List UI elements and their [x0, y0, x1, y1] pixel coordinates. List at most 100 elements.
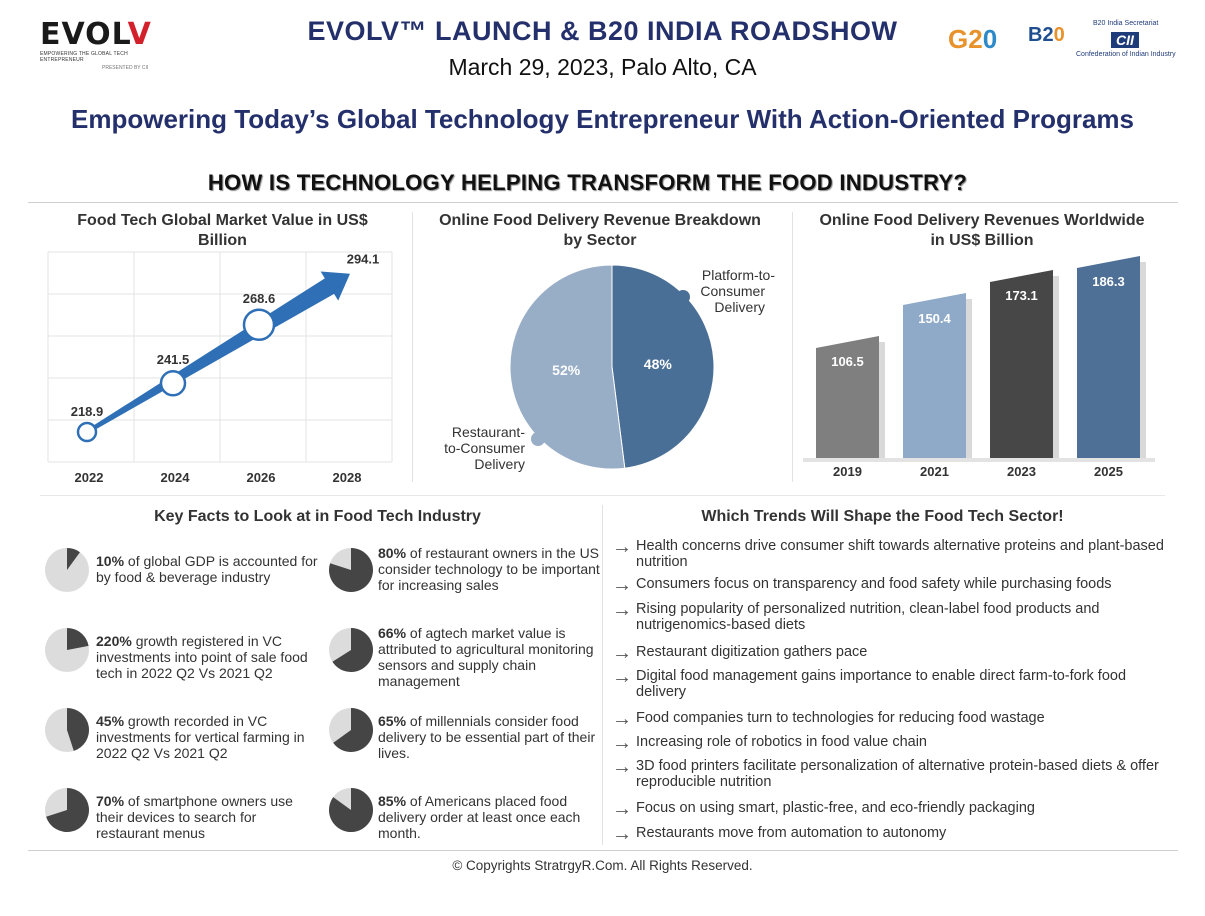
bar-shadow [1053, 276, 1059, 458]
fact-pie-icon [329, 548, 373, 592]
trend-item: → Restaurants move from automation to aut… [612, 823, 1172, 845]
trend-item: → Focus on using smart, plastic-free, and… [612, 798, 1172, 820]
trend-item: → Digital food management gains importanc… [612, 667, 1172, 700]
g20-logo: G20 [948, 24, 998, 54]
fact-item: 80% of restaurant owners in the US consi… [378, 545, 600, 593]
platform-slice-label: Platform-to-Consumer Delivery [700, 267, 775, 315]
cii-secretariat-label: B20 India Secretariat [1093, 20, 1159, 27]
bar-value-2025: 186.3 [1092, 274, 1125, 289]
b20-logo: B20 [1028, 24, 1065, 46]
cii-logo: CII [1111, 32, 1139, 48]
fact-text: growth registered in VC investments into… [96, 633, 308, 681]
fact-pie-icon [45, 788, 89, 832]
trend-text: Increasing role of robotics in food valu… [636, 734, 927, 750]
chart2-title: Online Food Delivery Revenue Breakdown b… [439, 212, 761, 249]
trend-item: → Restaurant digitization gathers pace [612, 642, 1172, 664]
chart1-title: Food Tech Global Market Value in US$ Bil… [77, 212, 368, 249]
arrow-right-icon: → [612, 642, 632, 664]
trend-text: Digital food management gains importance… [636, 668, 1127, 700]
trend-item: → Health concerns drive consumer shift to… [612, 536, 1172, 570]
evolv-logo: EVOLV EMPOWERING THE GLOBAL TECH ENTREPR… [40, 20, 170, 72]
trend-arrow [85, 271, 350, 434]
trend-text: 3D food printers facilitate personalizat… [636, 758, 1159, 790]
fact-highlight: 80% [378, 545, 407, 561]
fact-text: of smartphone owners use their devices t… [96, 793, 293, 841]
divider-bottom [28, 850, 1178, 851]
trend-text: Focus on using smart, plastic-free, and … [636, 800, 1035, 816]
trend-text: Health concerns drive consumer shift tow… [636, 538, 1164, 570]
page-title: EVOLV™ LAUNCH & B20 INDIA ROADSHOW [307, 16, 898, 46]
value-label-2024: 241.5 [157, 352, 190, 367]
trends-title: Which Trends Will Shape the Food Tech Se… [701, 508, 1064, 525]
logo-tagline: EMPOWERING THE GLOBAL TECH ENTREPRENEUR [40, 51, 128, 63]
trend-text: Food companies turn to technologies for … [636, 710, 1045, 726]
event-date-location: March 29, 2023, Palo Alto, CA [448, 54, 757, 80]
pie-percent-label: 52% [552, 362, 581, 378]
arrow-right-icon: → [612, 599, 632, 621]
data-point-2024 [159, 369, 187, 397]
bar-shadow [879, 342, 885, 458]
fact-item: 70% of smartphone owners use their devic… [96, 793, 318, 841]
trend-item: → 3D food printers facilitate personaliza… [612, 756, 1172, 790]
bar-2021 [903, 293, 966, 458]
fact-pie-icon [45, 548, 89, 592]
fact-highlight: 70% [96, 793, 125, 809]
partner-logos: G20 B20 B20 India Secretariat CII Confed… [948, 18, 1178, 68]
x-tick-2022: 2022 [75, 470, 104, 485]
fact-text: of agtech market value is attributed to … [378, 625, 594, 689]
x-tick-2019: 2019 [833, 464, 862, 479]
arrow-right-icon: → [612, 574, 632, 596]
bar-2023 [990, 270, 1053, 458]
bar-value-2021: 150.4 [918, 311, 951, 326]
x-tick-2028: 2028 [333, 470, 362, 485]
bar-value-2019: 106.5 [831, 354, 864, 369]
revenue-breakdown-pie-chart: 48% 52% Platform-to-Consumer Delivery Restau… [444, 264, 775, 472]
arrow-right-icon: → [612, 756, 632, 778]
data-point-2022 [76, 421, 98, 443]
x-tick-2026: 2026 [247, 470, 276, 485]
value-label-2028: 294.1 [347, 252, 380, 267]
divider-vertical-1 [412, 212, 413, 482]
fact-text: growth recorded in VC investments for ve… [96, 713, 305, 761]
trend-item: → Food companies turn to technologies for… [612, 708, 1172, 730]
fact-highlight: 45% [96, 713, 125, 729]
trend-text: Restaurants move from automation to auto… [636, 825, 947, 841]
market-value-line-chart: 218.9 2022 241.5 2024 268.6 2026 294.1 2028 [47, 251, 393, 485]
fact-text: of millennials consider food delivery to… [378, 713, 596, 761]
divider-vertical-2 [792, 212, 793, 482]
arrow-right-icon: → [612, 708, 632, 730]
bar-floor [803, 458, 1155, 462]
fact-text: of restaurant owners in the US consider … [378, 545, 600, 593]
fact-item: 220% growth registered in VC investments… [96, 633, 318, 681]
trend-text: Restaurant digitization gathers pace [636, 644, 868, 660]
pie-percent-label: 48% [644, 356, 673, 372]
platform-connector-dot [676, 290, 690, 304]
fact-pie-icon [329, 628, 373, 672]
pie-slice-platform [611, 264, 715, 469]
fact-text: of Americans placed food delivery order … [378, 793, 581, 841]
trend-item: → Increasing role of robotics in food val… [612, 732, 1172, 754]
arrow-right-icon: → [612, 823, 632, 845]
fact-highlight: 220% [96, 633, 132, 649]
trend-text: Consumers focus on transparency and food… [636, 576, 1112, 592]
trend-item: → Consumers focus on transparency and foo… [612, 574, 1172, 596]
fact-highlight: 66% [378, 625, 407, 641]
cii-full-name: Confederation of Indian Industry [1076, 51, 1176, 58]
copyright-footer: © Copyrights StratrgyR.Com. All Rights R… [452, 858, 753, 873]
subtitle: Empowering Today’s Global Technology Ent… [71, 104, 1134, 134]
fact-pie-icon [45, 708, 90, 752]
arrow-right-icon: → [612, 732, 632, 754]
arrow-right-icon: → [612, 536, 632, 558]
revenues-worldwide-bar-chart: 106.5 2019 150.4 2021 173.1 2023 186.3 2025 [803, 256, 1155, 479]
divider-top [28, 202, 1178, 203]
value-label-2026: 268.6 [243, 291, 276, 306]
fact-item: 10% of global GDP is accounted for by fo… [96, 553, 318, 585]
fact-pie-icon [329, 708, 373, 752]
restaurant-connector-dot [531, 432, 545, 446]
x-tick-2023: 2023 [1007, 464, 1036, 479]
logo-presented: PRESENTED BY CII [102, 65, 149, 71]
arrow-right-icon: → [612, 798, 632, 820]
header: EVOLV EMPOWERING THE GLOBAL TECH ENTREPR… [0, 0, 1205, 90]
pie-slice-restaurant [509, 264, 626, 470]
bar-2025 [1077, 256, 1140, 458]
